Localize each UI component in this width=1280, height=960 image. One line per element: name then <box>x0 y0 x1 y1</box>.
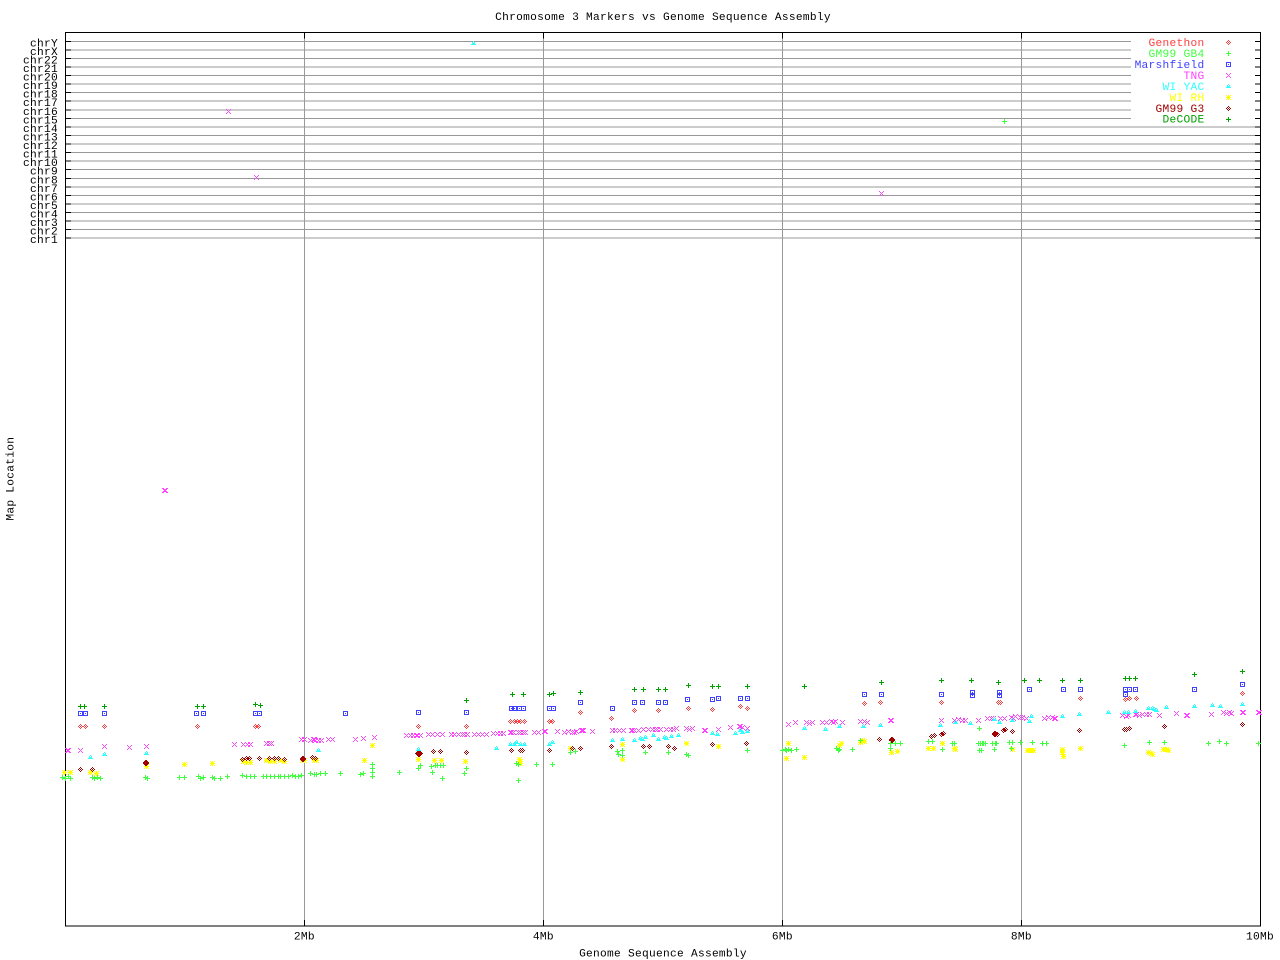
svg-text:chr13: chr13 <box>23 132 58 144</box>
svg-text:WI RH: WI RH <box>1170 93 1205 105</box>
svg-text:Genome Sequence Assembly: Genome Sequence Assembly <box>579 949 747 960</box>
svg-text:chr10: chr10 <box>23 158 58 170</box>
svg-text:TNG: TNG <box>1184 71 1205 83</box>
svg-text:4Mb: 4Mb <box>533 932 554 944</box>
svg-text:chr21: chr21 <box>23 64 58 76</box>
svg-text:chr1: chr1 <box>30 235 58 247</box>
svg-text:chr18: chr18 <box>23 90 58 102</box>
svg-text:chr20: chr20 <box>23 73 58 85</box>
svg-text:chrX: chrX <box>30 47 58 59</box>
svg-text:chr19: chr19 <box>23 81 58 93</box>
svg-text:chr22: chr22 <box>23 55 58 67</box>
svg-text:chr17: chr17 <box>23 98 58 110</box>
svg-text:chr14: chr14 <box>23 124 58 136</box>
svg-text:chrY: chrY <box>30 38 58 50</box>
svg-text:Chromosome 3 Markers vs Genome: Chromosome 3 Markers vs Genome Sequence … <box>495 12 831 24</box>
svg-text:Map Location: Map Location <box>6 437 18 521</box>
svg-text:chr6: chr6 <box>30 192 58 204</box>
svg-text:chr8: chr8 <box>30 175 58 187</box>
svg-text:6Mb: 6Mb <box>772 932 793 944</box>
svg-text:chr4: chr4 <box>30 210 58 222</box>
svg-text:chr15: chr15 <box>23 115 58 127</box>
svg-text:chr2: chr2 <box>30 227 58 239</box>
svg-text:2Mb: 2Mb <box>294 932 315 944</box>
svg-text:DeCODE: DeCODE <box>1163 115 1205 127</box>
svg-text:Genethon: Genethon <box>1149 38 1205 50</box>
svg-text:chr9: chr9 <box>30 167 58 179</box>
svg-text:chr16: chr16 <box>23 107 58 119</box>
svg-text:WI YAC: WI YAC <box>1163 82 1205 94</box>
svg-text:chr3: chr3 <box>30 218 58 230</box>
svg-text:chr7: chr7 <box>30 184 58 196</box>
svg-text:GM99 GB4: GM99 GB4 <box>1149 49 1205 61</box>
svg-text:8Mb: 8Mb <box>1011 932 1032 944</box>
svg-text:chr11: chr11 <box>23 150 58 162</box>
svg-text:10Mb: 10Mb <box>1246 932 1274 944</box>
svg-text:GM99 G3: GM99 G3 <box>1156 104 1205 116</box>
svg-text:chr5: chr5 <box>30 201 58 213</box>
svg-text:chr12: chr12 <box>23 141 58 153</box>
svg-text:Marshfield: Marshfield <box>1135 60 1205 72</box>
